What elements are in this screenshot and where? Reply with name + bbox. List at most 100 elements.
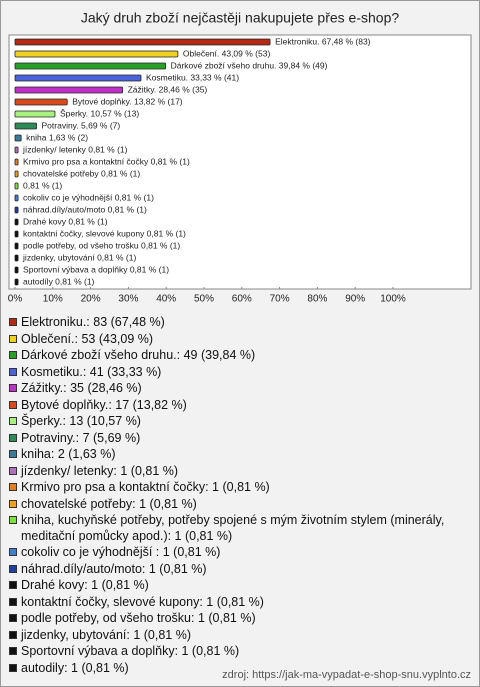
x-tick-label: 50% [194,294,214,305]
bar-label: cokoliv co je výhodnější 0,81 % (1) [23,192,154,202]
bar-label: jízdenky/ letenky 0,81 % (1) [22,144,128,154]
bar [14,110,56,118]
legend-swatch [9,367,17,376]
legend-swatch [9,466,17,475]
legend-item: Krmivo pro psa a kontaktní čočky: 1 (0,8… [9,480,469,496]
legend-item: Elektroniku.: 83 (67,48 %) [9,315,469,331]
legend-item: chovatelské potřeby: 1 (0,81 %) [9,497,469,513]
bar [14,230,19,238]
legend-item: náhrad.díly/auto/moto: 1 (0,81 %) [9,562,469,578]
bar-label: Oblečení. 43,09 % (53) [183,48,271,58]
bar [14,86,123,94]
bar-label: podle potřeby, od všeho trošku 0,81 % (1… [23,240,180,250]
legend-item: Šperky.: 13 (10,57 %) [9,414,469,430]
legend-label: kniha, kuchyňské potřeby, potřeby spojen… [21,513,445,543]
legend-swatch [9,647,17,655]
bar-label: Elektroniku. 67,48 % (83) [275,36,371,46]
bar [14,194,19,202]
x-tick-label: 30% [118,294,138,305]
bar-label: náhrad.díly/auto/moto 0,81 % (1) [23,204,147,214]
bar-label: kontaktní čočky, slevové kupony 0,81 % (… [23,228,186,238]
legend-label: kontaktní čočky, slevové kupony: 1 (0,81… [21,594,264,609]
legend-label: jízdenky/ letenky: 1 (0,81 %) [21,463,179,478]
legend-swatch [9,351,17,359]
bar [14,158,19,166]
legend-item: jízdenky/ letenky: 1 (0,81 %) [9,464,469,480]
bar-label: kniha 1,63 % (2) [26,132,88,142]
x-tick-label: 10% [43,294,63,305]
legend-item: Potraviny.: 7 (5,69 %) [9,431,469,447]
legend-swatch [9,483,17,491]
legend-label: Oblečení.: 53 (43,09 %) [21,331,154,346]
x-tick-label: 0% [8,294,23,305]
legend-label: Potraviny.: 7 (5,69 %) [21,430,141,445]
source: zdroj: https://jak-ma-vypadat-e-shop-snu… [222,669,471,681]
legend-item: kontaktní čočky, slevové kupony: 1 (0,81… [9,595,469,611]
x-tick-label: 90% [345,294,365,305]
legend-label: Zážitky.: 35 (28,46 %) [21,381,142,395]
bar [14,170,19,178]
bar-label: Potraviny. 5,69 % (7) [42,120,121,130]
legend-swatch [9,417,17,425]
legend-label: Bytové doplňky.: 17 (13,82 %) [21,397,187,412]
legend-item: Kosmetiku.: 41 (33,33 %) [9,365,469,381]
legend-swatch [9,318,17,326]
legend-item: Zážitky.: 35 (28,46 %) [9,381,469,397]
x-tick-label: 20% [81,294,101,305]
legend-item: podle potřeby, od všeho trošku: 1 (0,81 … [9,611,469,627]
bar-label: autodíly 0,81 % (1) [23,276,95,286]
bar-label: Krmivo pro psa a kontaktní čočky 0,81 % … [23,156,190,166]
x-tick-label: 40% [156,294,176,305]
bar [14,218,19,226]
bar [14,134,22,142]
bar-label: Bytové doplňky. 13,82 % (17) [72,96,183,106]
bar [14,122,37,130]
legend-swatch [9,581,17,589]
bar [14,254,19,262]
legend-item: Drahé kovy: 1 (0,81 %) [9,578,469,594]
legend-label: kniha: 2 (1,63 %) [21,447,116,461]
legend: Elektroniku.: 83 (67,48 %) Oblečení.: 53 … [9,315,469,677]
legend-swatch [9,384,17,392]
bar [14,278,19,286]
legend-label: jizdenky, ubytování: 1 (0,81 %) [21,627,191,642]
bar-label: 0,81 % (1) [23,180,62,190]
x-tick-label: 70% [270,294,290,305]
legend-item: cokoliv co je výhodnější : 1 (0,81 %) [9,545,469,561]
legend-label: Kosmetiku.: 41 (33,33 %) [21,364,162,379]
bar [14,98,68,106]
legend-item: autodily: 1 (0,81 %) [9,661,469,677]
legend-label: Drahé kovy: 1 (0,81 %) [21,578,149,592]
legend-swatch [9,400,17,409]
bar [14,242,19,250]
legend-swatch [9,630,17,639]
legend-item: kniha, kuchyňské potřeby, potřeby spojen… [9,513,469,544]
bar-label: Sportovní výbava a doplňky 0,81 % (1) [23,264,169,274]
legend-label: autodily: 1 (0,81 %) [21,660,129,675]
legend-swatch [9,516,17,524]
bar-label: Dárkové zboží všeho druhu. 39,84 % (49) [171,60,328,70]
legend-label: Sportovní výbava a doplňky: 1 (0,81 %) [21,644,240,658]
x-tick-label: 60% [232,294,252,305]
bar-label: jizdenky, ubytování 0,81 % (1) [22,252,136,262]
legend-swatch [9,614,17,622]
bar-label: Šperky. 10,57 % (13) [60,108,139,118]
legend-swatch [9,433,17,442]
legend-swatch [9,450,17,458]
x-tick-label: 100% [380,294,406,305]
legend-label: Dárkové zboží všeho druhu.: 49 (39,84 %) [21,348,256,362]
legend-item: Oblečení.: 53 (43,09 %) [9,332,469,348]
legend-label: chovatelské potřeby: 1 (0,81 %) [21,496,197,511]
legend-swatch [9,663,17,672]
legend-item: Sportovní výbava a doplňky: 1 (0,81 %) [9,644,469,660]
legend-swatch [9,334,17,343]
legend-label: podle potřeby, od všeho trošku: 1 (0,81 … [21,611,256,625]
bar [14,38,271,46]
chart: Jaký druh zboží nejčastěji nakupujete př… [8,10,472,305]
bar-label: chovatelské potřeby 0,81 % (1) [23,168,140,178]
legend-label: Krmivo pro psa a kontaktní čočky: 1 (0,8… [21,480,270,494]
legend-item: kniha: 2 (1,63 %) [9,447,469,463]
legend-swatch [9,564,17,573]
x-tick-label: 80% [307,294,327,305]
